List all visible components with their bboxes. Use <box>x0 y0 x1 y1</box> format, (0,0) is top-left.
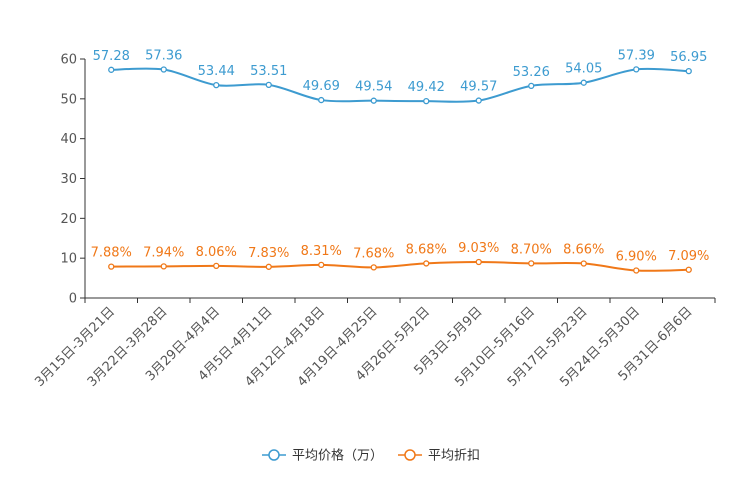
data-point[interactable] <box>633 66 640 73</box>
data-label: 8.06% <box>196 245 237 260</box>
data-point[interactable] <box>108 66 115 73</box>
y-tick-label: 20 <box>60 212 77 227</box>
y-tick-label: 30 <box>60 172 77 187</box>
data-label: 53.44 <box>198 64 235 79</box>
data-point[interactable] <box>108 263 115 270</box>
legend-label: 平均折扣 <box>428 449 480 464</box>
data-point[interactable] <box>213 81 220 89</box>
data-point[interactable] <box>633 267 640 274</box>
y-tick-label: 0 <box>69 292 77 307</box>
data-label: 56.95 <box>670 50 707 65</box>
data-label: 8.66% <box>563 243 604 258</box>
y-tick-label: 60 <box>60 53 77 68</box>
data-label: 7.88% <box>91 246 132 261</box>
y-tick-label: 50 <box>60 92 77 107</box>
data-point[interactable] <box>160 263 167 270</box>
data-point[interactable] <box>528 260 535 267</box>
data-point[interactable] <box>370 264 377 271</box>
data-label: 49.69 <box>303 79 340 94</box>
data-label: 7.94% <box>143 245 184 260</box>
data-point[interactable] <box>475 258 482 266</box>
chart-series: 57.28 57.36 53.44 53.51 49.69 49.54 49.42 49.57… <box>91 48 709 274</box>
series-avg-price: 57.28 57.36 53.44 53.51 49.69 49.54 49.42 49.57… <box>93 48 707 105</box>
legend-label: 平均价格（万） <box>292 448 383 464</box>
series-avg-discount: 7.88% 7.94% 8.06% 7.83% 8.31% 7.68% 8.68% 9.03%… <box>91 241 709 274</box>
y-tick-label: 40 <box>60 132 77 147</box>
data-label: 7.09% <box>668 249 709 264</box>
data-label: 57.28 <box>93 49 130 64</box>
chart-legend[interactable]: 平均价格（万） 平均折扣 <box>262 448 480 464</box>
data-label: 49.42 <box>408 80 445 95</box>
data-point[interactable] <box>423 97 430 105</box>
data-label: 54.05 <box>565 62 602 77</box>
legend-item-avg-discount[interactable]: 平均折扣 <box>398 449 480 464</box>
data-label: 49.54 <box>355 80 392 95</box>
data-point[interactable] <box>265 81 272 89</box>
data-point[interactable] <box>580 79 587 86</box>
data-point[interactable] <box>423 260 430 267</box>
data-point[interactable] <box>265 263 272 270</box>
data-label: 8.70% <box>511 242 552 257</box>
data-label: 57.36 <box>145 49 182 64</box>
series-line <box>111 67 689 103</box>
data-point[interactable] <box>528 82 535 89</box>
data-label: 57.39 <box>618 48 655 63</box>
legend-swatch-marker <box>268 449 280 461</box>
data-label: 49.57 <box>460 80 497 95</box>
data-point[interactable] <box>685 67 692 75</box>
data-point[interactable] <box>318 261 325 269</box>
data-point[interactable] <box>318 96 325 104</box>
series-line <box>111 261 689 272</box>
legend-swatch-marker <box>404 449 416 461</box>
data-point[interactable] <box>370 97 377 104</box>
data-label: 7.83% <box>248 246 289 261</box>
data-label: 7.68% <box>353 246 394 261</box>
data-label: 53.26 <box>513 65 550 80</box>
data-label: 8.31% <box>301 244 342 259</box>
data-point[interactable] <box>685 266 692 273</box>
data-point[interactable] <box>580 260 587 267</box>
data-point[interactable] <box>213 262 220 270</box>
data-point[interactable] <box>160 66 167 73</box>
data-label: 9.03% <box>458 241 499 256</box>
data-label: 8.68% <box>406 242 447 257</box>
legend-item-avg-price[interactable]: 平均价格（万） <box>262 448 383 464</box>
data-label: 6.90% <box>616 250 657 265</box>
data-label: 53.51 <box>250 64 287 79</box>
y-tick-label: 10 <box>60 252 77 267</box>
data-point[interactable] <box>475 97 482 104</box>
